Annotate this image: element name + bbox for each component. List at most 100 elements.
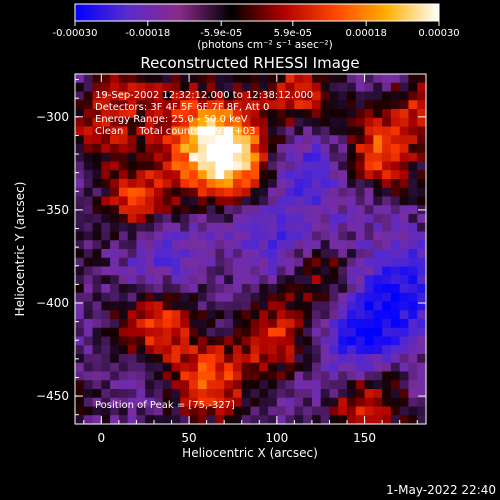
heatmap-cell [355,91,366,101]
heatmap-cell [215,319,225,329]
heatmap-cell [303,82,313,93]
heatmap-cell [347,371,357,381]
heatmap-cell [276,319,287,329]
heatmap-cell [382,284,392,294]
heatmap-cell [320,292,331,303]
heatmap-cell [162,126,173,136]
heatmap-cell [311,336,322,346]
heatmap-cell [224,152,234,163]
heatmap-cell [127,214,138,224]
heatmap-cell [303,354,313,364]
heatmap-cell [347,135,357,145]
heatmap-cell [355,196,366,206]
heatmap-cell [75,266,85,276]
heatmap-cell [294,126,304,136]
heatmap-cell [250,109,260,119]
heatmap-cell [145,406,155,416]
heatmap-cell [83,275,94,285]
heatmap-cell [250,310,260,320]
heatmap-cell [417,336,427,346]
heatmap-cell [373,275,383,285]
heatmap-cell [311,170,322,180]
heatmap-cell [364,135,374,145]
heatmap-cell [118,327,129,338]
heatmap-cell [390,362,401,373]
heatmap-cell [171,205,181,215]
heatmap-cell [83,170,94,180]
heatmap-cell [189,144,199,154]
heatmap-cell [355,222,366,233]
heatmap-cell [92,380,102,390]
heatmap-cell [189,126,199,136]
heatmap-cell [250,187,260,198]
heatmap-cell [136,345,146,355]
heatmap-cell [162,284,173,294]
heatmap-cell [215,327,225,338]
heatmap-cell [311,100,322,110]
heatmap-cell [276,345,287,355]
heatmap-cell [373,354,383,364]
heatmap-cell [311,152,322,163]
heatmap-cell [171,345,181,355]
heatmap-cell [171,275,181,285]
heatmap-cell [347,406,357,416]
heatmap-cell [162,214,173,224]
heatmap-cell [197,415,208,425]
heatmap-cell [224,389,234,399]
heatmap-cell [232,415,243,425]
heatmap-cell [268,327,278,338]
heatmap-cell [197,214,208,224]
heatmap-cell [355,319,366,329]
heatmap-cell [250,126,260,136]
heatmap-cell [250,257,260,268]
heatmap-cell [232,161,243,171]
heatmap-cell [136,292,146,303]
heatmap-cell [75,117,85,128]
heatmap-cell [180,135,190,145]
heatmap-cell [320,196,331,206]
heatmap-cell [162,109,173,119]
heatmap-cell [320,222,331,233]
heatmap-cell [241,109,252,119]
heatmap-cell [250,91,260,101]
heatmap-cell [285,257,295,268]
heatmap-cell [83,406,94,416]
heatmap-cell [145,301,155,311]
heatmap-cell [355,179,366,189]
heatmap-cell [153,179,164,189]
heatmap-cell [373,187,383,198]
heatmap-cell [215,240,225,250]
heatmap-cell [75,135,85,145]
heatmap-cell [224,362,234,373]
heatmap-cell [294,310,304,320]
heatmap-cell [118,380,129,390]
heatmap-cell [390,292,401,303]
heatmap-cell [197,319,208,329]
heatmap-cell [408,301,418,311]
heatmap-cell [153,292,164,303]
heatmap-cell [83,319,94,329]
heatmap-cell [118,319,129,329]
heatmap-cell [110,196,120,206]
heatmap-cell [180,310,190,320]
heatmap-cell [338,327,348,338]
heatmap-cell [189,187,199,198]
heatmap-cell [417,266,427,276]
heatmap-cell [206,249,216,259]
heatmap-cell [153,222,164,233]
heatmap-cell [347,214,357,224]
heatmap-cell [364,327,374,338]
heatmap-cell [118,362,129,373]
heatmap-cell [408,231,418,241]
heatmap-cell [75,327,85,338]
heatmap-cell [294,170,304,180]
heatmap-cell [206,231,216,241]
heatmap-cell [373,135,383,145]
heatmap-cell [83,126,94,136]
heatmap-cell [320,397,331,408]
heatmap-cell [224,170,234,180]
heatmap-cell [268,389,278,399]
heatmap-cell [355,100,366,110]
heatmap-cell [206,222,216,233]
heatmap-cell [338,187,348,198]
